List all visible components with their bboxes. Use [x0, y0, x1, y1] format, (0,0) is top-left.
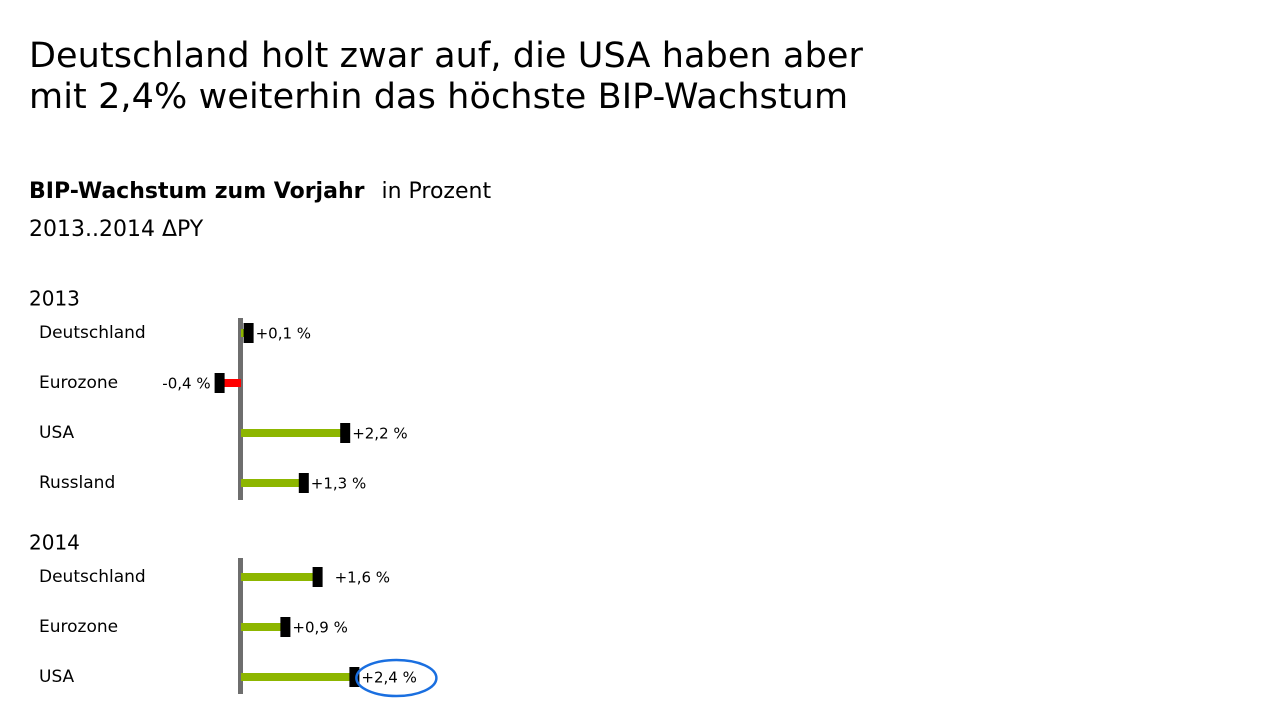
bar-2013-russland [241, 479, 301, 487]
value-label-2014-deutschland: +1,6 % [335, 569, 390, 587]
bar-end-marker-2013-russland [298, 473, 309, 493]
headline-line-2: mit 2,4% weiterhin das höchste BIP-Wachs… [29, 77, 849, 117]
value-label-2013-eurozone: -0,4 % [162, 375, 210, 393]
category-label-2013-usa: USA [39, 423, 75, 443]
chart-subtitle: BIP-Wachstum zum Vorjahr in Prozent [29, 178, 491, 206]
category-label-2014-deutschland: Deutschland [39, 567, 146, 587]
value-label-2014-eurozone: +0,9 % [292, 619, 347, 637]
bar-2013-usa [241, 429, 343, 437]
bar-2014-eurozone [241, 623, 283, 631]
category-label-2013-deutschland: Deutschland [39, 323, 146, 343]
chart-period: 2013..2014 ΔPY [29, 217, 204, 242]
bar-end-marker-2014-eurozone [280, 617, 291, 637]
category-label-2013-russland: Russland [39, 473, 115, 493]
bar-end-marker-2013-usa [340, 423, 351, 443]
bar-end-marker-2013-deutschland [243, 323, 254, 343]
bar-2014-deutschland [241, 573, 315, 581]
group-label-2013: 2013 [29, 287, 80, 311]
headline-line-1: Deutschland holt zwar auf, die USA haben… [29, 36, 864, 76]
value-label-2013-russland: +1,3 % [311, 475, 366, 493]
headline: Deutschland holt zwar auf, die USA haben… [29, 36, 863, 118]
value-label-2013-deutschland: +0,1 % [256, 325, 311, 343]
bar-2013-deutschland [241, 329, 246, 337]
bar-2014-usa [241, 673, 352, 681]
category-label-2014-usa: USA [39, 667, 75, 687]
axis-line [238, 318, 243, 500]
bar-end-marker-2014-usa [349, 667, 360, 687]
chart-unit: in Prozent [381, 179, 492, 204]
value-label-2014-usa: +2,4 % [361, 669, 416, 687]
highlight-ellipse [355, 658, 438, 698]
bar-end-marker-2014-deutschland [312, 567, 323, 587]
bar-end-marker-2013-eurozone [214, 373, 225, 393]
chart-title: BIP-Wachstum zum Vorjahr [29, 179, 365, 204]
axis-line [238, 558, 243, 694]
bar-2013-eurozone [222, 379, 241, 387]
category-label-2013-eurozone: Eurozone [39, 373, 118, 393]
group-label-2014: 2014 [29, 531, 80, 555]
category-label-2014-eurozone: Eurozone [39, 617, 118, 637]
value-label-2013-usa: +2,2 % [352, 425, 407, 443]
